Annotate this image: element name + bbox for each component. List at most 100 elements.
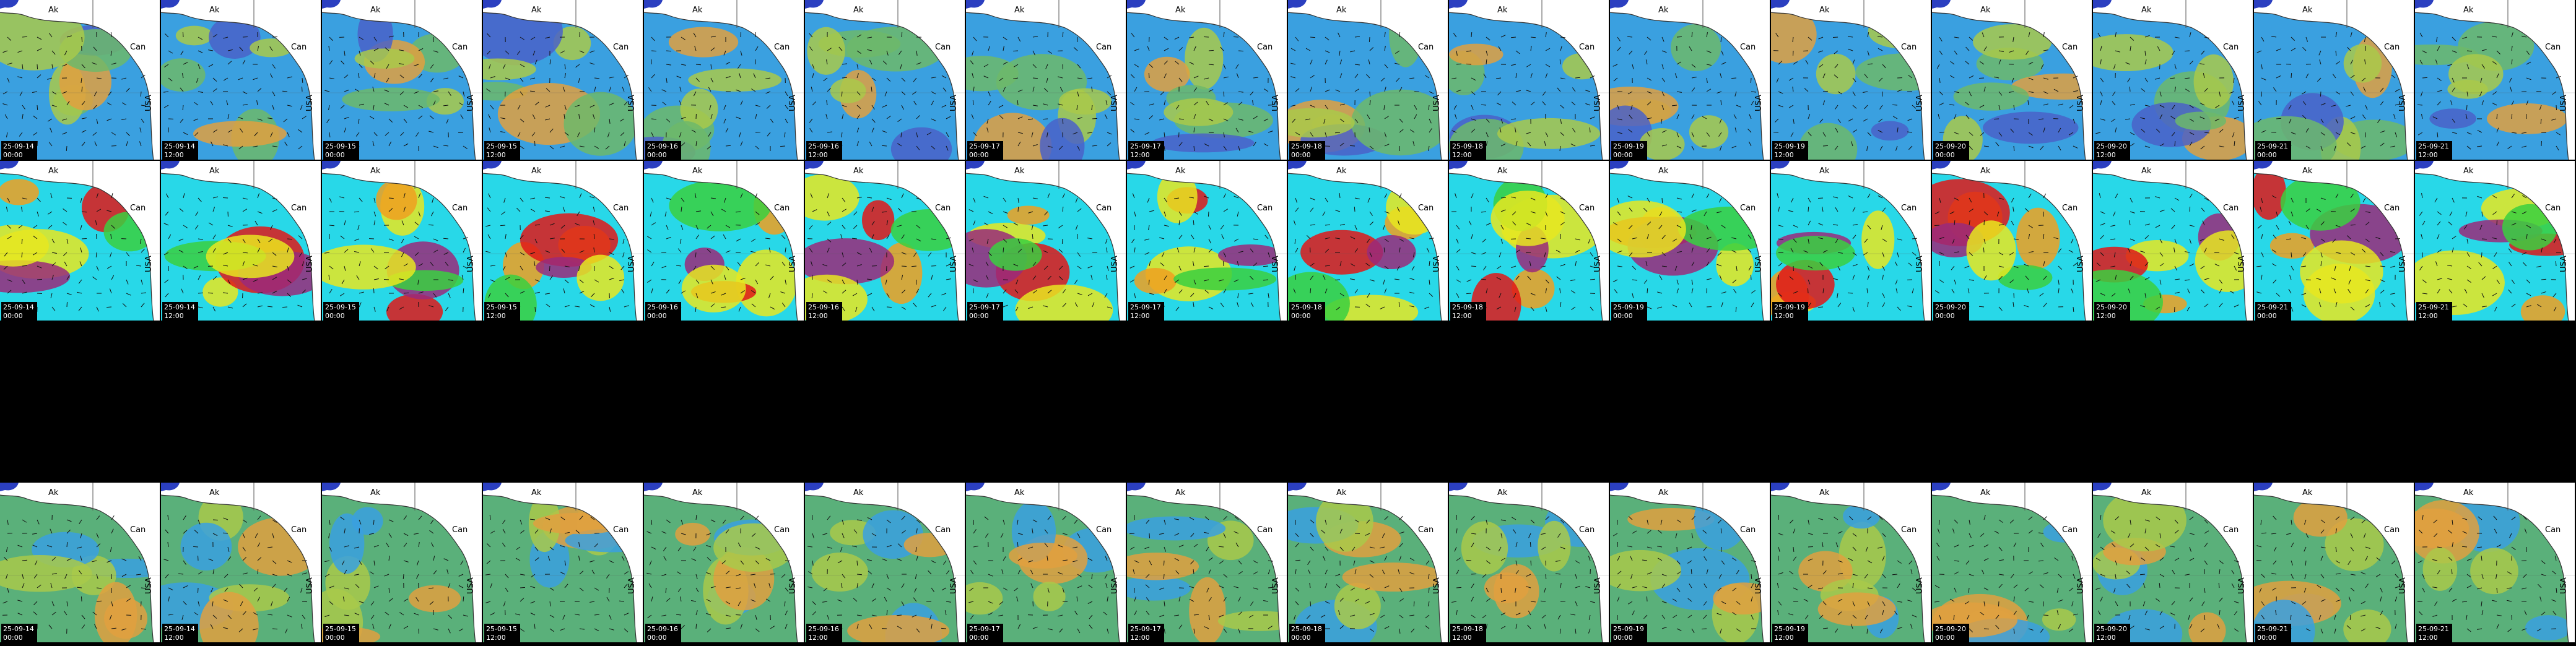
time-stamp: 12:00 <box>1774 312 1794 320</box>
field-blob <box>2448 54 2504 94</box>
wind-arrow <box>1979 78 1984 79</box>
region-label: USA <box>305 577 315 594</box>
region-label: Can <box>1579 43 1595 52</box>
time-stamp: 00:00 <box>3 634 23 642</box>
region-label: Can <box>130 525 146 535</box>
region-label: Can <box>452 525 468 535</box>
wind-arrow <box>1310 37 1315 38</box>
region-label: Can <box>1418 525 1434 535</box>
time-stamp: 12:00 <box>808 312 828 320</box>
field-blob <box>2525 615 2572 640</box>
field-blob <box>355 48 415 69</box>
time-stamp: 12:00 <box>1130 312 1150 320</box>
field-blob <box>1596 200 1686 257</box>
field-blob <box>342 87 440 111</box>
blank-band <box>0 322 2576 483</box>
region-label: USA <box>1915 95 1925 111</box>
field-blob <box>682 265 746 312</box>
date-stamp: 25-09-15 <box>325 142 356 150</box>
region-label: Ak <box>370 488 381 497</box>
date-stamp: 25-09-16 <box>808 303 839 311</box>
time-stamp: 00:00 <box>1613 151 1633 159</box>
wind-arrow <box>1369 37 1370 42</box>
date-stamp: 25-09-19 <box>1613 625 1644 633</box>
field-blob <box>577 255 624 301</box>
region-label: Can <box>1257 43 1273 52</box>
field-blob <box>1818 592 1896 626</box>
wind-arrow <box>736 614 741 615</box>
wind-arrow <box>223 197 228 198</box>
region-label: Ak <box>531 488 542 497</box>
time-stamp: 12:00 <box>808 151 828 159</box>
region-label: Ak <box>48 166 59 176</box>
region-label: Can <box>1418 204 1434 213</box>
wind-arrow <box>1204 266 1209 267</box>
date-stamp: 25-09-19 <box>1774 142 1805 150</box>
time-stamp: 00:00 <box>969 312 989 320</box>
region-label: Can <box>2062 43 2078 52</box>
field-blob <box>1152 134 1255 153</box>
field-blob <box>1671 24 1721 71</box>
wind-arrow <box>81 596 82 601</box>
region-label: Can <box>2384 204 2400 213</box>
region-label: Can <box>613 525 629 535</box>
wind-arrow <box>1823 145 1828 146</box>
time-stamp: 00:00 <box>325 312 345 320</box>
field-blob <box>564 92 637 156</box>
time-stamp: 00:00 <box>647 151 667 159</box>
date-stamp: 25-09-17 <box>1130 303 1161 311</box>
date-stamp: 25-09-14 <box>164 142 195 150</box>
wind-arrow <box>1823 91 1828 92</box>
region-label: USA <box>2559 95 2569 111</box>
region-label: USA <box>1915 577 1925 594</box>
field-blob <box>807 27 845 75</box>
field-blob <box>206 235 295 278</box>
region-label: Can <box>2384 43 2400 52</box>
region-label: USA <box>144 577 154 594</box>
wind-arrow <box>1808 546 1813 547</box>
region-label: USA <box>2398 577 2408 594</box>
date-stamp: 25-09-21 <box>2257 625 2288 633</box>
field-blob <box>176 26 213 46</box>
date-stamp: 25-09-18 <box>1452 625 1483 633</box>
wind-arrow <box>1223 261 1224 266</box>
date-stamp: 25-09-20 <box>2096 303 2127 311</box>
region-label: USA <box>2237 577 2247 594</box>
region-label: Ak <box>2463 166 2474 176</box>
region-label: Ak <box>370 6 381 15</box>
field-blob <box>862 200 894 240</box>
time-stamp: 12:00 <box>1774 634 1794 642</box>
wind-arrow <box>302 601 307 602</box>
region-label: Can <box>2545 204 2561 213</box>
field-blob <box>1983 111 2078 144</box>
region-label: USA <box>2076 256 2086 272</box>
field-blob <box>1776 236 1855 270</box>
field-blob <box>311 245 416 290</box>
region-label: Can <box>130 43 146 52</box>
region-label: Ak <box>1658 488 1669 497</box>
field-blob <box>329 514 364 574</box>
